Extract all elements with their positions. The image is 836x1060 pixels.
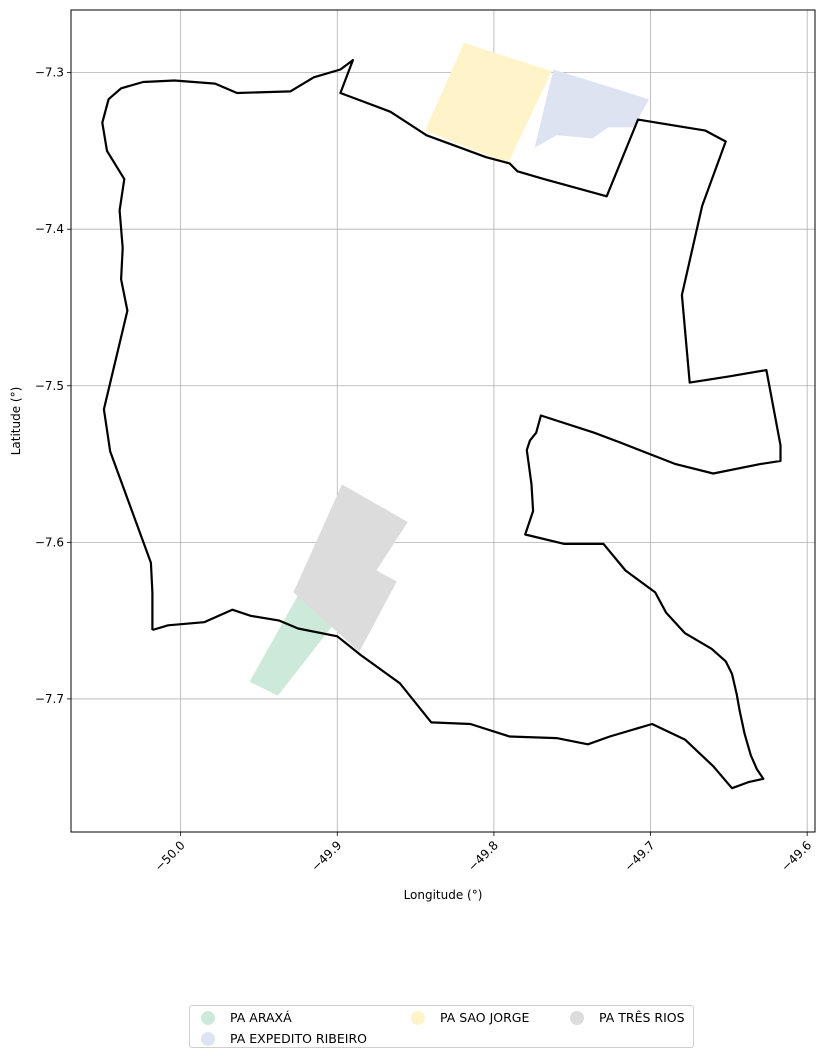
y-tick-label: −7.3 <box>35 66 64 80</box>
legend-item-pa-araxa: PA ARAXÁ <box>201 1010 292 1025</box>
region-pa-expedito-ribeiro <box>534 69 649 148</box>
y-tick-label: −7.7 <box>35 692 64 706</box>
region-polygons <box>249 42 649 696</box>
region-pa-tres-rios <box>293 484 408 652</box>
legend: PA ARAXÁ PA EXPEDITO RIBEIRO PA SAO JORG… <box>189 1005 694 1048</box>
y-tick-label: −7.4 <box>35 222 64 236</box>
legend-label: PA TRÊS RIOS <box>599 1010 685 1025</box>
legend-swatch-icon <box>411 1010 425 1025</box>
x-tick-label: −49.7 <box>622 838 658 874</box>
legend-label: PA ARAXÁ <box>230 1010 292 1025</box>
legend-item-pa-sao-jorge: PA SAO JORGE <box>411 1010 529 1025</box>
y-tick-label: −7.6 <box>35 535 64 549</box>
boundary-outline <box>101 58 782 790</box>
legend-swatch-icon <box>201 1010 215 1025</box>
legend-item-pa-tres-rios: PA TRÊS RIOS <box>570 1010 685 1025</box>
x-tick-label: −49.8 <box>465 838 501 874</box>
plot-frame <box>70 9 816 833</box>
region-pa-araxa <box>249 592 335 696</box>
legend-swatch-icon <box>201 1031 215 1046</box>
x-tick-label: −49.9 <box>308 838 344 874</box>
x-tick-label: −49.6 <box>778 838 814 874</box>
y-axis-title: Latitude (°) <box>9 387 23 456</box>
y-tick-label: −7.5 <box>35 379 64 393</box>
legend-label: PA SAO JORGE <box>440 1010 530 1025</box>
legend-label: PA EXPEDITO RIBEIRO <box>230 1031 367 1046</box>
x-tick-label: −50.0 <box>152 838 188 874</box>
x-axis-title: Longitude (°) <box>404 888 483 902</box>
region-pa-sao-jorge <box>425 42 552 164</box>
legend-item-pa-expedito-ribeiro: PA EXPEDITO RIBEIRO <box>201 1031 367 1046</box>
boundary-line <box>101 58 782 790</box>
legend-swatch-icon <box>570 1010 584 1025</box>
